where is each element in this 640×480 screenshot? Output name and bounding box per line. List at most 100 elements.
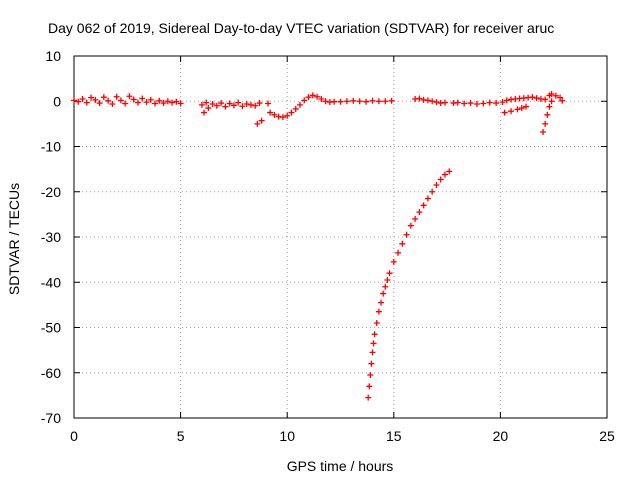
data-point bbox=[152, 100, 159, 107]
data-point bbox=[296, 101, 303, 108]
data-point bbox=[309, 92, 316, 99]
data-point bbox=[350, 97, 357, 104]
data-point bbox=[388, 97, 395, 104]
data-point bbox=[105, 97, 112, 104]
data-point bbox=[480, 100, 487, 107]
data-point bbox=[92, 96, 99, 103]
x-tick-label: 15 bbox=[386, 428, 402, 444]
data-point bbox=[258, 117, 265, 124]
data-point bbox=[369, 97, 376, 104]
data-point bbox=[331, 98, 338, 105]
data-point bbox=[284, 112, 291, 119]
data-point bbox=[209, 100, 216, 107]
data-point bbox=[271, 111, 278, 118]
plot-frame bbox=[73, 55, 608, 419]
data-point bbox=[243, 100, 250, 107]
data-point bbox=[156, 97, 163, 104]
y-tick-label: 10 bbox=[45, 48, 61, 64]
data-point bbox=[143, 99, 150, 106]
data-point bbox=[205, 105, 212, 112]
x-tick-label: 20 bbox=[493, 428, 509, 444]
data-point bbox=[508, 108, 515, 115]
data-point bbox=[441, 99, 448, 106]
data-point bbox=[467, 100, 474, 107]
data-point bbox=[122, 100, 129, 107]
data-point bbox=[198, 101, 205, 108]
data-point bbox=[416, 95, 423, 102]
data-point bbox=[559, 97, 566, 104]
data-points bbox=[71, 91, 566, 401]
data-point bbox=[429, 98, 436, 105]
data-point bbox=[222, 103, 229, 110]
data-point bbox=[368, 360, 375, 367]
data-point bbox=[424, 97, 431, 104]
data-point bbox=[540, 129, 547, 136]
data-point bbox=[384, 276, 391, 283]
data-point bbox=[412, 215, 419, 222]
data-point bbox=[403, 231, 410, 238]
data-point bbox=[533, 95, 540, 102]
data-point bbox=[390, 258, 397, 265]
data-point bbox=[322, 98, 329, 105]
data-point bbox=[147, 96, 154, 103]
data-point bbox=[503, 97, 510, 104]
data-point bbox=[218, 100, 225, 107]
data-point bbox=[446, 168, 453, 175]
data-point bbox=[493, 100, 500, 107]
y-tick-label: -70 bbox=[41, 410, 61, 426]
data-point bbox=[113, 93, 120, 100]
data-point bbox=[254, 120, 261, 127]
data-point bbox=[239, 103, 246, 110]
data-point bbox=[367, 372, 374, 379]
x-axis-title: GPS time / hours bbox=[287, 458, 394, 474]
data-point bbox=[288, 109, 295, 116]
data-point bbox=[542, 120, 549, 127]
data-point bbox=[514, 106, 521, 113]
data-point bbox=[173, 98, 180, 105]
data-point bbox=[117, 97, 124, 104]
data-point bbox=[318, 95, 325, 102]
y-tick-label: 0 bbox=[53, 93, 61, 109]
data-point bbox=[461, 100, 468, 107]
data-point bbox=[126, 93, 133, 100]
data-point bbox=[542, 96, 549, 103]
data-point bbox=[230, 102, 237, 109]
y-tick-label: -10 bbox=[41, 139, 61, 155]
data-point bbox=[177, 100, 184, 107]
data-point bbox=[370, 340, 377, 347]
data-point bbox=[301, 97, 308, 104]
data-point bbox=[203, 99, 210, 106]
data-point bbox=[399, 240, 406, 247]
x-tick-label: 0 bbox=[70, 428, 78, 444]
data-point bbox=[369, 349, 376, 356]
data-point bbox=[441, 171, 448, 178]
data-point bbox=[201, 109, 208, 116]
data-point bbox=[75, 98, 82, 105]
data-point bbox=[169, 99, 176, 106]
data-point bbox=[433, 181, 440, 188]
x-tick-label: 10 bbox=[279, 428, 295, 444]
data-point bbox=[265, 100, 272, 107]
data-point bbox=[548, 98, 555, 105]
data-point bbox=[247, 101, 254, 108]
data-point bbox=[501, 109, 508, 116]
data-point bbox=[429, 188, 436, 195]
data-point bbox=[267, 109, 274, 116]
data-point bbox=[365, 394, 372, 401]
data-point bbox=[314, 93, 321, 100]
data-point bbox=[544, 111, 551, 118]
data-point bbox=[380, 290, 387, 297]
data-point bbox=[226, 100, 233, 107]
y-tick-label: -30 bbox=[41, 229, 61, 245]
data-point bbox=[373, 319, 380, 326]
data-point bbox=[416, 209, 423, 216]
data-point bbox=[130, 96, 137, 103]
data-point bbox=[407, 222, 414, 229]
data-point bbox=[256, 100, 263, 107]
data-point bbox=[96, 100, 103, 107]
data-point bbox=[420, 202, 427, 209]
data-point bbox=[454, 99, 461, 106]
data-point bbox=[164, 98, 171, 105]
x-tick-label: 5 bbox=[177, 428, 185, 444]
